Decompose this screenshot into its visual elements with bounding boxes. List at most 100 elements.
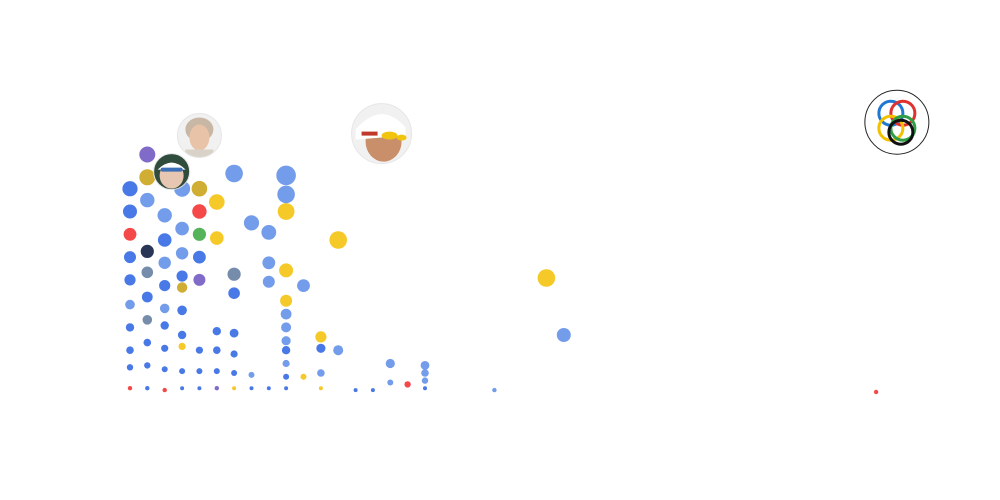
data-point[interactable] [160,321,169,330]
data-point[interactable] [140,192,155,208]
data-point[interactable] [141,266,154,279]
data-point[interactable] [318,386,323,391]
data-point[interactable] [556,328,571,342]
data-point[interactable] [228,287,240,300]
data-point[interactable] [145,386,150,391]
data-point[interactable] [333,345,344,356]
data-point[interactable] [180,386,185,391]
data-point[interactable] [280,308,292,320]
data-point[interactable] [277,203,295,220]
data-point[interactable] [353,388,358,393]
data-point[interactable] [214,386,219,391]
data-point[interactable] [297,279,310,292]
data-point[interactable] [492,387,497,393]
data-point[interactable] [157,208,172,223]
data-point[interactable] [316,343,326,353]
data-point[interactable] [142,315,153,325]
data-point[interactable] [261,225,277,240]
data-point[interactable] [195,346,203,354]
portrait-swimmer-cap-goggles-icon [351,103,413,165]
data-point[interactable] [279,263,294,278]
data-point[interactable] [421,369,429,377]
data-point[interactable] [176,282,188,293]
data-point[interactable] [284,386,289,391]
data-point[interactable] [123,227,137,241]
data-point[interactable] [317,369,325,377]
data-point[interactable] [125,299,135,310]
data-point[interactable] [385,358,395,369]
data-point[interactable] [262,275,275,288]
data-point[interactable] [420,361,430,370]
data-point[interactable] [159,280,171,292]
data-point[interactable] [232,386,237,391]
data-point[interactable] [124,274,136,286]
data-point[interactable] [210,231,224,245]
data-point[interactable] [193,250,206,264]
data-point[interactable] [192,204,207,219]
data-point[interactable] [404,381,411,388]
data-point[interactable] [281,346,291,355]
data-point[interactable] [197,386,202,391]
data-point[interactable] [139,169,156,186]
data-point[interactable] [230,350,238,358]
data-point[interactable] [213,368,220,375]
data-point[interactable] [213,346,221,355]
data-point[interactable] [209,194,225,210]
data-point[interactable] [191,180,208,197]
data-point[interactable] [124,251,136,264]
data-point[interactable] [537,269,556,287]
data-point[interactable] [225,164,243,183]
data-point[interactable] [249,386,254,391]
data-point[interactable] [175,221,189,236]
data-point[interactable] [123,204,137,219]
data-point[interactable] [281,336,291,346]
data-point[interactable] [229,328,239,338]
data-point[interactable] [143,338,152,347]
data-point[interactable] [159,303,170,314]
data-point[interactable] [126,364,134,371]
data-point[interactable] [282,359,290,368]
data-point[interactable] [139,146,156,163]
data-point[interactable] [227,267,241,281]
data-point[interactable] [262,256,276,270]
data-point[interactable] [162,387,167,393]
data-point[interactable] [243,215,260,231]
data-point[interactable] [370,388,375,393]
data-point[interactable] [315,331,327,343]
data-point[interactable] [177,330,187,340]
data-point[interactable] [277,185,295,204]
data-point[interactable] [421,377,429,384]
data-point[interactable] [176,270,188,282]
data-point[interactable] [177,305,187,316]
data-point[interactable] [423,386,427,391]
data-point[interactable] [158,256,171,269]
data-point[interactable] [196,368,203,375]
data-point[interactable] [283,373,290,380]
data-point[interactable] [329,231,348,249]
data-point[interactable] [141,291,153,303]
data-point[interactable] [178,342,186,350]
data-point[interactable] [266,386,271,391]
data-point[interactable] [281,322,292,333]
data-point[interactable] [387,379,394,386]
data-point[interactable] [157,233,172,247]
data-point[interactable] [276,165,296,186]
data-point[interactable] [144,362,151,369]
data-point[interactable] [127,386,133,391]
data-point[interactable] [175,247,189,260]
data-point[interactable] [873,389,879,395]
data-point[interactable] [161,366,168,373]
data-point[interactable] [231,370,238,376]
data-point[interactable] [192,227,206,241]
data-point[interactable] [125,323,135,332]
data-point[interactable] [248,371,255,378]
data-point[interactable] [212,327,221,336]
data-point[interactable] [193,273,206,286]
data-point[interactable] [140,244,154,258]
data-point[interactable] [122,181,138,197]
data-point[interactable] [280,294,293,307]
data-point[interactable] [300,373,307,380]
data-point[interactable] [179,368,186,375]
data-point[interactable] [126,346,134,355]
data-point[interactable] [161,344,169,352]
